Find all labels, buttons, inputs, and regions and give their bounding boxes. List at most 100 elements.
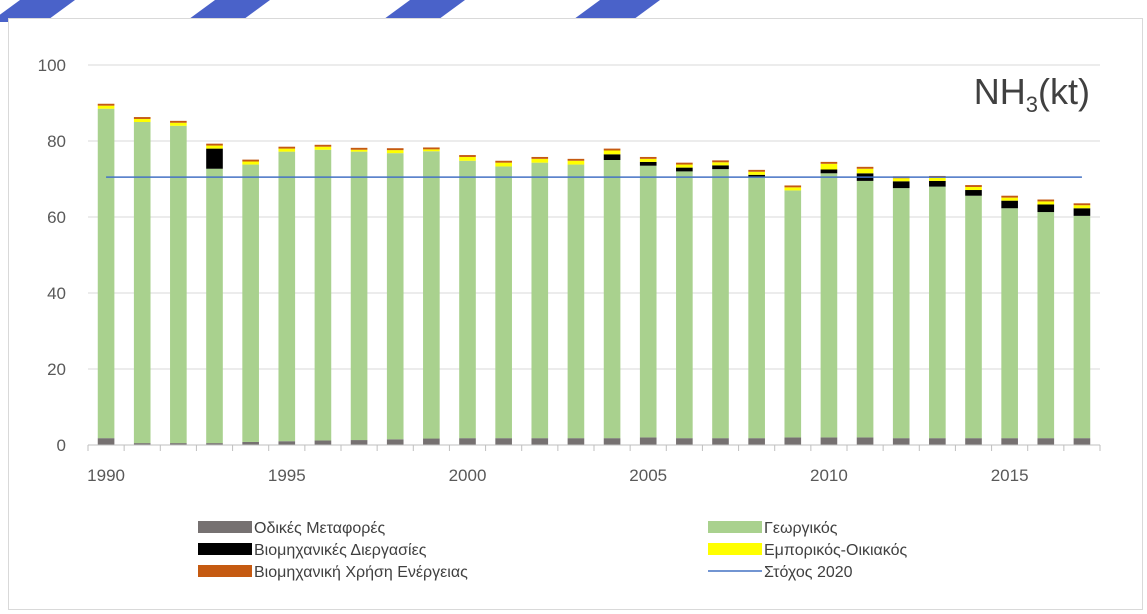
bar-segment <box>459 160 476 439</box>
y-axis-ticks: 0 20 40 60 80 100 <box>38 56 66 455</box>
bar-segment <box>820 437 838 445</box>
bar-segment <box>676 171 693 439</box>
x-tick-label: 2015 <box>991 466 1029 485</box>
bar-segment <box>206 443 223 445</box>
bar-segment <box>748 171 765 175</box>
bar-segment <box>784 187 802 191</box>
x-tick-label: 1995 <box>268 466 306 485</box>
bar-segment <box>242 159 259 162</box>
watermark-stripe <box>0 0 75 22</box>
chart-title: NH3(kt) <box>974 71 1090 117</box>
watermark-stripe <box>380 0 465 22</box>
bar-segment <box>97 105 115 109</box>
bar-segment <box>712 438 729 445</box>
legend-label: Βιομηχανική Χρήση Ενέργειας <box>254 564 468 581</box>
bar-segment <box>639 156 657 159</box>
legend-swatch <box>198 543 252 555</box>
bar-segment <box>97 103 115 106</box>
bar-segment <box>278 441 296 445</box>
bar-segment <box>386 150 404 154</box>
bar-segment <box>784 437 802 445</box>
bar-segment <box>639 437 657 445</box>
legend-label: Στόχος 2020 <box>764 564 853 581</box>
bar-segment <box>170 122 187 126</box>
bar-segment <box>423 149 440 152</box>
bar-segment <box>567 158 585 161</box>
bar-segment <box>1001 438 1018 445</box>
bar-segment <box>350 151 368 441</box>
bar-segment <box>386 148 404 151</box>
bar-segment <box>965 190 982 196</box>
bar-segment <box>603 160 621 439</box>
bars-group <box>97 103 1091 445</box>
bar-segment <box>531 438 549 445</box>
legend-label: Βιομηχανικές Διεργασίες <box>254 542 427 559</box>
bar-segment <box>242 164 259 442</box>
bar-segment <box>459 156 476 161</box>
bar-segment <box>676 438 693 445</box>
watermark-stripe <box>570 0 660 22</box>
bar-segment <box>965 195 982 439</box>
bar-segment <box>495 166 512 439</box>
legend-swatch <box>708 543 762 555</box>
bar-segment <box>1073 205 1091 209</box>
bar-segment <box>748 176 765 439</box>
bar-segment <box>929 186 946 439</box>
bar-segment <box>1037 201 1055 205</box>
bar-segment <box>206 143 223 146</box>
bar-segment <box>350 440 368 445</box>
bar-segment <box>639 161 657 166</box>
bar-segment <box>133 122 151 444</box>
x-tick-label: 2010 <box>810 466 848 485</box>
bar-segment <box>206 168 223 444</box>
bar-segment <box>350 149 368 152</box>
legend-swatch <box>708 521 762 533</box>
bar-segment <box>495 160 512 163</box>
bar-segment <box>856 437 874 445</box>
bar-segment <box>712 165 729 170</box>
y-tick-label: 40 <box>47 284 66 303</box>
bar-segment <box>820 163 838 170</box>
bar-segment <box>133 117 151 119</box>
watermark-decoration <box>0 0 660 22</box>
bar-segment <box>784 190 802 438</box>
bar-segment <box>1037 212 1055 439</box>
bar-segment <box>423 147 440 150</box>
bar-segment <box>856 166 874 169</box>
bar-segment <box>170 125 187 444</box>
bar-segment <box>314 149 332 441</box>
bar-segment <box>386 153 404 440</box>
bar-segment <box>423 151 440 439</box>
bar-segment <box>1037 438 1055 445</box>
bar-segment <box>820 161 838 164</box>
bar-segment <box>1001 195 1018 198</box>
bar-segment <box>97 108 115 439</box>
bar-segment <box>531 162 549 439</box>
bar-segment <box>1037 204 1055 213</box>
bar-segment <box>712 169 729 439</box>
x-axis-ticks: 1990 1995 2000 2005 2010 2015 <box>87 445 1101 485</box>
bar-segment <box>603 154 621 160</box>
bar-segment <box>892 188 910 439</box>
legend-label: Γεωργικός <box>764 520 838 537</box>
bar-segment <box>965 186 982 191</box>
legend-swatch <box>198 565 252 577</box>
chart-title-main: NH <box>974 71 1026 112</box>
bar-segment <box>531 156 549 159</box>
bar-segment <box>1073 208 1091 216</box>
bar-segment <box>712 162 729 166</box>
bar-segment <box>459 155 476 157</box>
bar-segment <box>495 438 512 445</box>
x-tick-label: 1990 <box>87 466 125 485</box>
bar-segment <box>567 164 585 439</box>
bar-segment <box>676 167 693 172</box>
chart-title-subscript: 3 <box>1026 92 1038 117</box>
legend: Οδικές Μεταφορές Γεωργικός Βιομηχανικές Δι… <box>198 520 908 581</box>
y-tick-label: 100 <box>38 56 66 75</box>
bar-segment <box>314 146 332 150</box>
bar-segment <box>133 443 151 445</box>
grid-lines <box>88 64 1100 370</box>
bar-segment <box>242 441 259 445</box>
bar-segment <box>1037 199 1055 202</box>
